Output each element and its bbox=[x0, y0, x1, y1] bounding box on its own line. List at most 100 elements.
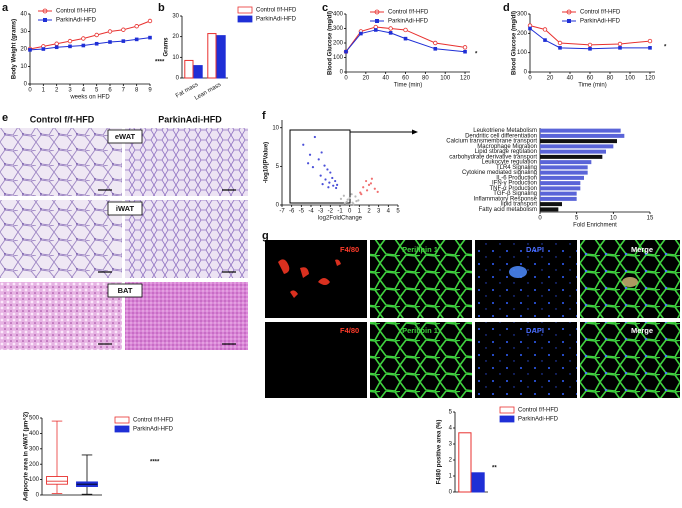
y-tick-label: 100 bbox=[517, 50, 528, 56]
point bbox=[388, 26, 393, 31]
point bbox=[313, 135, 316, 139]
point bbox=[558, 46, 562, 50]
x-tick-label: 3 bbox=[68, 88, 72, 94]
point bbox=[433, 47, 438, 51]
channel-label: Perilipin 1 bbox=[402, 245, 438, 254]
point bbox=[373, 28, 378, 32]
legend-label: Control f/f-HFD bbox=[388, 10, 429, 16]
x-tick-label: 15 bbox=[647, 216, 654, 222]
x-tick-label: 6 bbox=[108, 88, 112, 94]
y-tick-label: Cytokine mediated signaling bbox=[462, 170, 537, 176]
y-axis-label: Adipocyte area in eWAT (µm^2) bbox=[24, 412, 30, 501]
x-tick-label: 2 bbox=[367, 209, 371, 215]
y-tick-label: 30 bbox=[20, 29, 27, 35]
micro-image bbox=[580, 322, 680, 398]
legend-marker bbox=[42, 8, 48, 14]
bar bbox=[184, 59, 194, 79]
x-tick-label: 0 bbox=[538, 216, 542, 222]
x-tick-label: 5 bbox=[396, 209, 400, 215]
x-tick-label: 100 bbox=[625, 76, 636, 82]
y-tick-label: 5 bbox=[276, 164, 280, 170]
y-tick-label: Calcium transmembrane transport bbox=[446, 139, 537, 145]
y-tick-label: 200 bbox=[517, 31, 528, 37]
point bbox=[370, 177, 373, 180]
micro-image bbox=[370, 322, 472, 398]
x-tick-label: -2 bbox=[328, 209, 334, 215]
panel-letter: g bbox=[262, 230, 269, 242]
panel-letter: f bbox=[262, 110, 266, 122]
y-tick-label: 1 bbox=[449, 474, 453, 480]
x-tick-label: 0 bbox=[528, 76, 532, 82]
point bbox=[647, 38, 653, 44]
legend-label: ParkinAdi-HFD bbox=[256, 17, 297, 23]
histology-image bbox=[0, 128, 122, 196]
y-tick-label: 300 bbox=[517, 12, 528, 18]
point bbox=[354, 195, 357, 198]
y-tick-label: 100 bbox=[333, 55, 344, 61]
y-tick-label: 40 bbox=[20, 12, 27, 18]
y-tick-label: 0 bbox=[524, 70, 528, 76]
bar bbox=[540, 165, 588, 170]
channel-label: DAPI bbox=[526, 326, 544, 335]
bar bbox=[540, 181, 581, 186]
point bbox=[94, 41, 99, 46]
point bbox=[350, 193, 353, 196]
x-tick-label: 120 bbox=[460, 76, 471, 82]
y-tick-label: 0 bbox=[276, 203, 280, 209]
point bbox=[355, 200, 358, 203]
bar bbox=[540, 133, 625, 138]
y-tick-label: 4 bbox=[449, 426, 453, 432]
channel-label: F4/80 bbox=[340, 245, 359, 254]
x-tick-label: 4 bbox=[82, 88, 86, 94]
x-axis-label: weeks on HFD bbox=[69, 95, 110, 101]
y-axis-label: F4/80 positive area (%) bbox=[437, 420, 443, 485]
series-line bbox=[529, 28, 650, 50]
channel-label: F4/80 bbox=[340, 326, 359, 335]
x-tick-label: Lean mass bbox=[194, 82, 222, 102]
panel-letter: c bbox=[322, 2, 328, 14]
series-line bbox=[29, 37, 151, 51]
point bbox=[54, 45, 59, 50]
point bbox=[352, 203, 355, 206]
point bbox=[617, 41, 623, 47]
bar bbox=[540, 149, 606, 154]
x-tick-label: 1 bbox=[42, 88, 46, 94]
y-tick-label: 10 bbox=[20, 64, 27, 70]
legend-swatch bbox=[114, 416, 130, 424]
y-tick-label: 3 bbox=[449, 442, 453, 448]
point bbox=[359, 31, 363, 36]
x-tick-label: 7 bbox=[122, 88, 126, 94]
bar bbox=[540, 128, 621, 133]
point bbox=[302, 143, 305, 146]
label-box bbox=[107, 283, 143, 298]
point bbox=[319, 174, 322, 177]
legend-label: Control f/f-HFD bbox=[133, 418, 174, 424]
y-tick-label: lipid transport bbox=[501, 202, 537, 208]
micro-image bbox=[475, 322, 577, 398]
scale-bars bbox=[98, 189, 236, 345]
point bbox=[344, 49, 348, 54]
legend-marker bbox=[567, 19, 571, 23]
histology-image bbox=[0, 282, 122, 350]
y-tick-label: 20 bbox=[20, 47, 27, 53]
box bbox=[46, 476, 68, 485]
point bbox=[543, 38, 547, 42]
annotation: **** bbox=[155, 60, 165, 66]
x-tick-label: 100 bbox=[440, 76, 451, 82]
panel-letter: d bbox=[503, 2, 510, 14]
x-tick-label: 0 bbox=[344, 76, 348, 82]
y-tick-label: 200 bbox=[333, 41, 344, 47]
bar bbox=[540, 186, 581, 191]
y-tick-label: Fatty acid metabolism bbox=[479, 207, 537, 213]
point bbox=[134, 24, 139, 29]
point bbox=[68, 44, 72, 49]
x-tick-label: 0 bbox=[28, 88, 32, 94]
column-header: Control f/f-HFD bbox=[30, 114, 95, 124]
point bbox=[134, 37, 139, 42]
y-tick-label: IL-6 Production bbox=[496, 175, 537, 181]
y-tick-label: 30 bbox=[172, 14, 179, 20]
point bbox=[108, 40, 112, 44]
point bbox=[41, 47, 46, 51]
selection-box bbox=[289, 129, 351, 204]
y-tick-label: TGF-β Signaling bbox=[493, 191, 537, 197]
